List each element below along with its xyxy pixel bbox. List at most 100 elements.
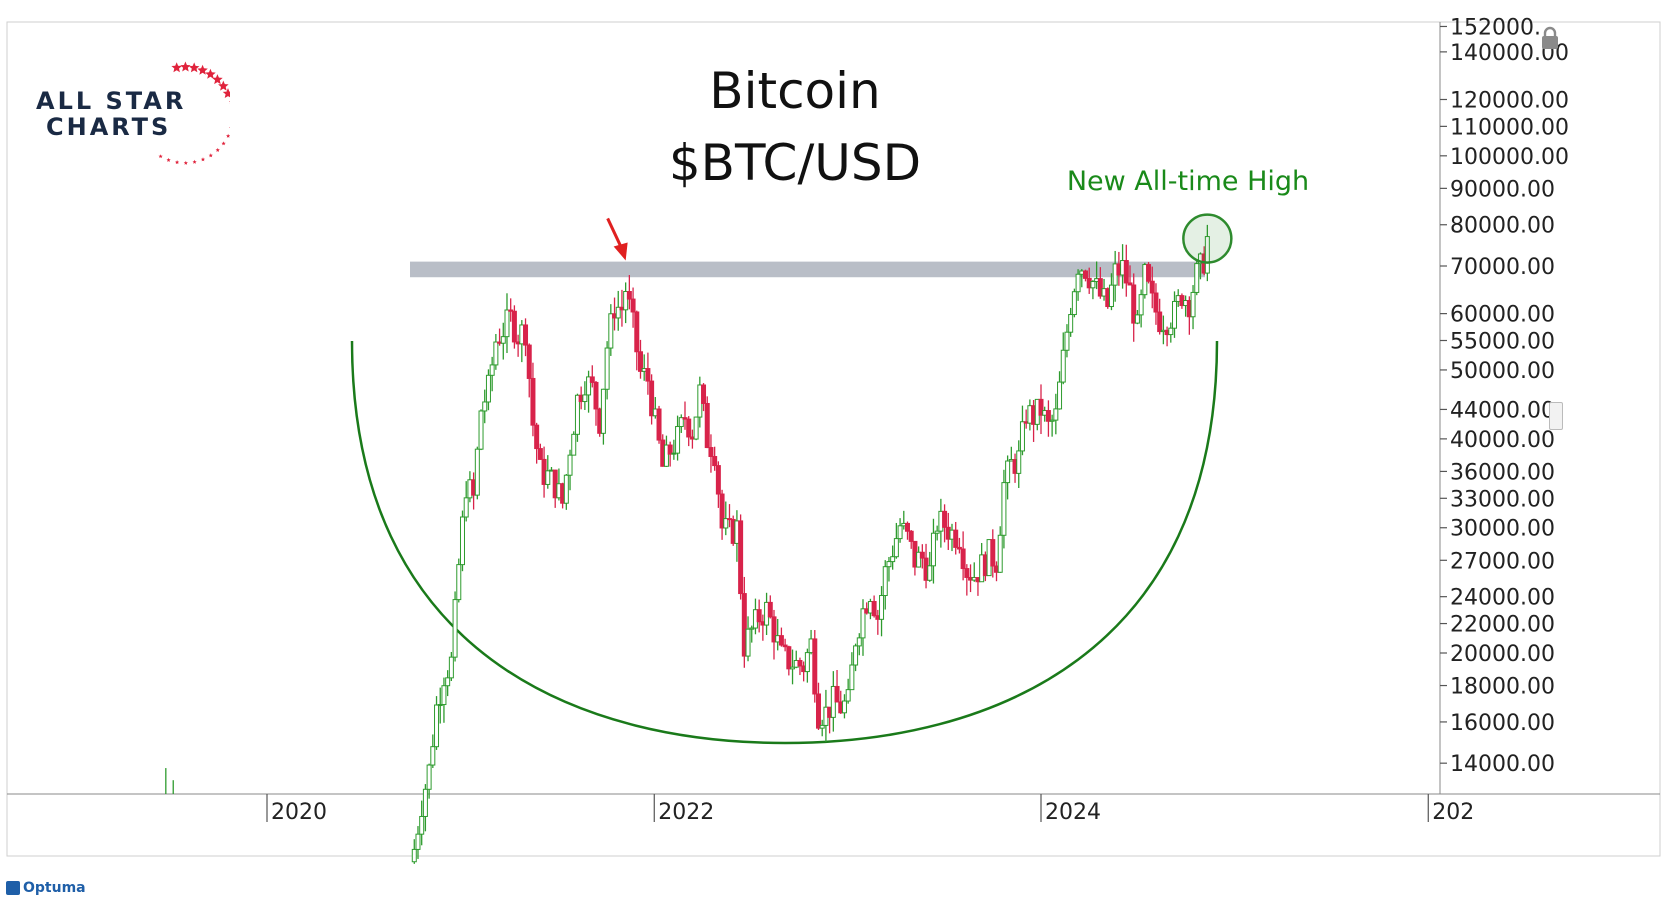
y-tick-label: 50000.00 [1450,359,1555,384]
candle-body [1097,278,1103,297]
candle-body [834,685,840,703]
candle-body [701,384,707,404]
candle-body [675,426,681,454]
candle-body [534,424,540,450]
candle-body [1019,421,1025,452]
candle-body [778,635,784,646]
y-tick-label: 90000.00 [1450,177,1555,202]
star-icon [208,153,213,158]
candle-body [1090,281,1096,289]
star-icon [158,154,163,159]
candle-body [704,402,710,449]
candle-body [782,644,788,648]
candle-body [493,341,499,366]
y-tick-label: 110000.00 [1450,115,1569,140]
y-tick-label: 24000.00 [1450,586,1555,611]
candle-body [1005,460,1011,484]
optuma-mark-icon [6,881,20,895]
candle-body [1108,284,1114,308]
candle-body [786,646,792,670]
candle-body [626,291,632,300]
candle-body [904,522,910,532]
candle-body [623,291,629,311]
candle-body [1194,263,1200,293]
candle-body [456,564,462,601]
candle-body [960,548,966,570]
star-icon [180,61,191,72]
candle-body [1190,291,1196,318]
candle-body [411,848,417,863]
star-icon [197,64,208,75]
candle-body [1049,419,1055,422]
y-tick-label: 22000.00 [1450,613,1555,638]
ath-annotation: New All-time High [1067,166,1309,197]
chart-title: Bitcoin [709,62,880,120]
candle-body [511,310,517,343]
candle-body [853,645,859,666]
candle-body [1001,482,1007,536]
candle-body [723,518,729,529]
candle-body [582,394,588,403]
candle-body [790,666,796,670]
candle-body [508,309,514,312]
candle-body [942,510,948,528]
candle-body [934,530,940,534]
candle-body [871,601,877,617]
candle-body [571,433,577,456]
candle-body [897,525,903,540]
y-tick-label: 14000.00 [1450,752,1555,777]
star-icon [229,101,230,104]
candle-body [434,704,440,748]
candle-body [997,534,1003,573]
candle-body [419,815,425,835]
candle-body [908,530,914,542]
candle-body [422,788,428,817]
candles-group [165,224,1210,864]
lock-icon[interactable] [1540,26,1560,50]
logo-line2: CHARTS [46,113,172,141]
candle-body [634,311,640,353]
candle-body [1057,381,1063,410]
star-icon [166,157,171,162]
candle-body [637,351,643,372]
candle-body [812,638,818,695]
candle-body [459,516,465,566]
candle-body [608,313,614,349]
candle-body [615,306,621,319]
star-icon [212,74,223,85]
candle-body [545,470,551,485]
star-icon [229,127,230,130]
scroll-handle-icon[interactable] [1549,402,1563,430]
candle-body [663,444,669,467]
candle-body [1016,450,1022,474]
y-tick-label: 100000.00 [1450,145,1569,170]
candle-body [574,394,580,435]
candle-body [849,664,855,691]
candle-body [448,656,454,679]
candle-body [767,601,773,618]
candle-body [890,556,896,563]
candle-body [485,374,491,403]
candle-body [797,659,803,667]
candle-body [1083,270,1089,279]
candle-body [482,401,488,412]
candle-body [879,595,885,620]
star-icon [200,157,206,162]
candle-body [678,417,684,428]
y-tick-label: 60000.00 [1450,303,1555,328]
candle-body [537,448,543,460]
candle-body [756,609,762,623]
star-icon [171,62,182,73]
candle-body [712,456,718,467]
candle-body [1075,273,1081,293]
star-icon [175,160,180,165]
candle-body [919,551,925,559]
candle-body [630,298,636,313]
candle-body [656,408,662,441]
candle-body [1157,311,1163,333]
candle-body [1064,331,1070,351]
candle-body [749,627,755,630]
candle-body [1053,408,1059,421]
candle-body [437,704,443,707]
candle-body [1134,314,1140,324]
